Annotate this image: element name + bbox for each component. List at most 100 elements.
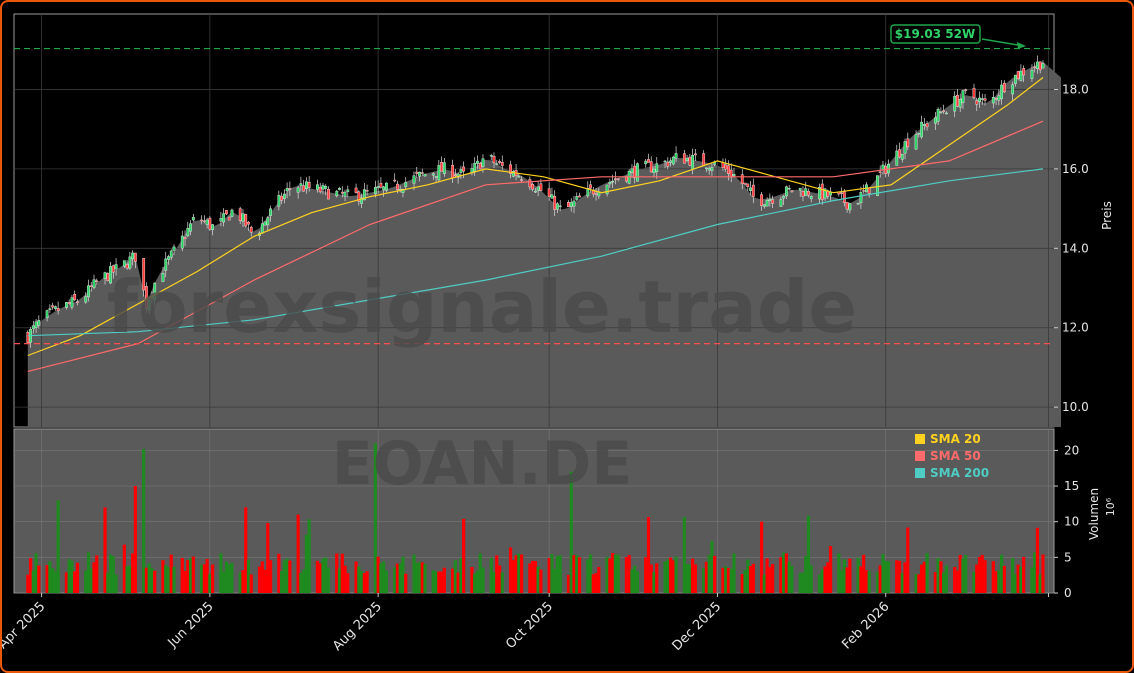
candle-body bbox=[1016, 71, 1020, 79]
volume-bar bbox=[748, 566, 753, 593]
volume-bar bbox=[999, 554, 1004, 593]
high-annotation-box bbox=[890, 24, 981, 44]
volume-bar bbox=[186, 560, 190, 593]
volume-bar bbox=[470, 567, 474, 593]
volume-bar bbox=[528, 563, 532, 593]
volume-bar bbox=[95, 555, 99, 593]
volume-bar bbox=[224, 561, 229, 593]
volume-bar bbox=[569, 471, 573, 593]
candle-body bbox=[478, 163, 482, 170]
candle-body bbox=[945, 112, 948, 115]
candle-body bbox=[1002, 82, 1006, 93]
volume-bar bbox=[710, 540, 714, 593]
volume-bar bbox=[668, 557, 673, 593]
candle-body bbox=[840, 192, 843, 194]
candle-body bbox=[801, 191, 805, 197]
candle-body bbox=[608, 182, 612, 185]
candle-body bbox=[376, 186, 380, 189]
volume-bar bbox=[1030, 567, 1034, 593]
volume-bar bbox=[713, 555, 717, 593]
candle-body bbox=[779, 199, 783, 207]
volume-bar bbox=[594, 573, 598, 593]
candle-body bbox=[481, 158, 485, 167]
volume-bar bbox=[704, 561, 709, 593]
volume-bar bbox=[249, 574, 253, 593]
volume-bar bbox=[106, 572, 110, 593]
volume-bar bbox=[630, 569, 634, 593]
price-area bbox=[27, 61, 1062, 427]
candles bbox=[26, 55, 1045, 348]
volume-bar bbox=[481, 567, 485, 593]
candle-body bbox=[379, 183, 383, 188]
volume-bar bbox=[572, 555, 576, 593]
volume-bar bbox=[809, 565, 813, 593]
volume-bar bbox=[897, 560, 902, 593]
volume-bar bbox=[31, 570, 35, 593]
candle-body bbox=[920, 121, 923, 138]
volume-bar bbox=[56, 500, 60, 593]
candle-body bbox=[961, 90, 965, 104]
volume-bar bbox=[726, 567, 731, 593]
candle-body bbox=[724, 164, 728, 170]
candle-body bbox=[649, 161, 653, 173]
volume-bar bbox=[566, 574, 571, 593]
candle-body bbox=[528, 179, 532, 188]
candle-body bbox=[87, 285, 90, 298]
candle-body bbox=[26, 332, 30, 343]
candle-body bbox=[95, 280, 99, 283]
volume-bar bbox=[975, 564, 979, 593]
volume-bar bbox=[307, 519, 311, 593]
volume-bar bbox=[586, 559, 590, 593]
candle-body bbox=[925, 123, 929, 128]
candle-body bbox=[575, 196, 579, 200]
volume-bar bbox=[655, 563, 659, 593]
volume-tick-label: 15 bbox=[1064, 479, 1079, 493]
volume-bar bbox=[1041, 554, 1045, 593]
volume-bar bbox=[790, 565, 794, 593]
volume-bar bbox=[917, 574, 921, 593]
candle-body bbox=[751, 184, 755, 197]
candle-body bbox=[354, 187, 358, 193]
volume-bar bbox=[991, 561, 995, 593]
high-annotation-arrowhead bbox=[1017, 42, 1026, 49]
candle-body bbox=[682, 153, 686, 164]
volume-bar bbox=[26, 574, 30, 593]
volume-bar bbox=[211, 564, 215, 593]
candle-body bbox=[1019, 70, 1023, 81]
volume-bar bbox=[199, 564, 204, 593]
x-tick-label: Aug 2025 bbox=[330, 599, 385, 654]
high-annotation: $19.03 52W bbox=[890, 24, 1026, 49]
candle-body bbox=[500, 162, 504, 166]
volume-bar bbox=[475, 570, 480, 593]
candle-body bbox=[1036, 61, 1039, 69]
candle-body bbox=[365, 190, 369, 192]
candle-body bbox=[536, 186, 540, 191]
volume-bar bbox=[268, 560, 273, 593]
candle-body bbox=[327, 189, 330, 200]
volume-bar bbox=[779, 557, 783, 593]
volume-bar bbox=[762, 574, 766, 593]
volume-bar bbox=[837, 553, 841, 593]
candle-body bbox=[225, 210, 228, 215]
candle-body bbox=[269, 208, 272, 216]
volume-panel: 0 5 10 15 20 Volumen 10⁶ Apr 2025 Jun 2025 Aug 20… bbox=[2, 428, 1117, 654]
candle-body bbox=[859, 192, 863, 204]
volume-bar bbox=[856, 557, 860, 593]
volume-tick-label: 10 bbox=[1064, 515, 1079, 529]
volume-bar bbox=[379, 563, 383, 593]
candle-body bbox=[936, 108, 940, 122]
volume-bar bbox=[395, 563, 400, 593]
candle-body bbox=[489, 155, 493, 157]
volume-bar bbox=[393, 567, 397, 593]
candle-body bbox=[249, 226, 253, 233]
volume-bar bbox=[958, 554, 962, 593]
candle-body bbox=[785, 186, 788, 197]
volume-bar bbox=[125, 566, 129, 593]
x-tick-label: Dec 2025 bbox=[670, 599, 725, 654]
candle-body bbox=[760, 194, 763, 206]
candle-body bbox=[876, 175, 879, 196]
volume-bar bbox=[128, 565, 132, 593]
legend: SMA 20 SMA 50 SMA 200 bbox=[915, 432, 989, 480]
volume-bar bbox=[238, 572, 242, 593]
